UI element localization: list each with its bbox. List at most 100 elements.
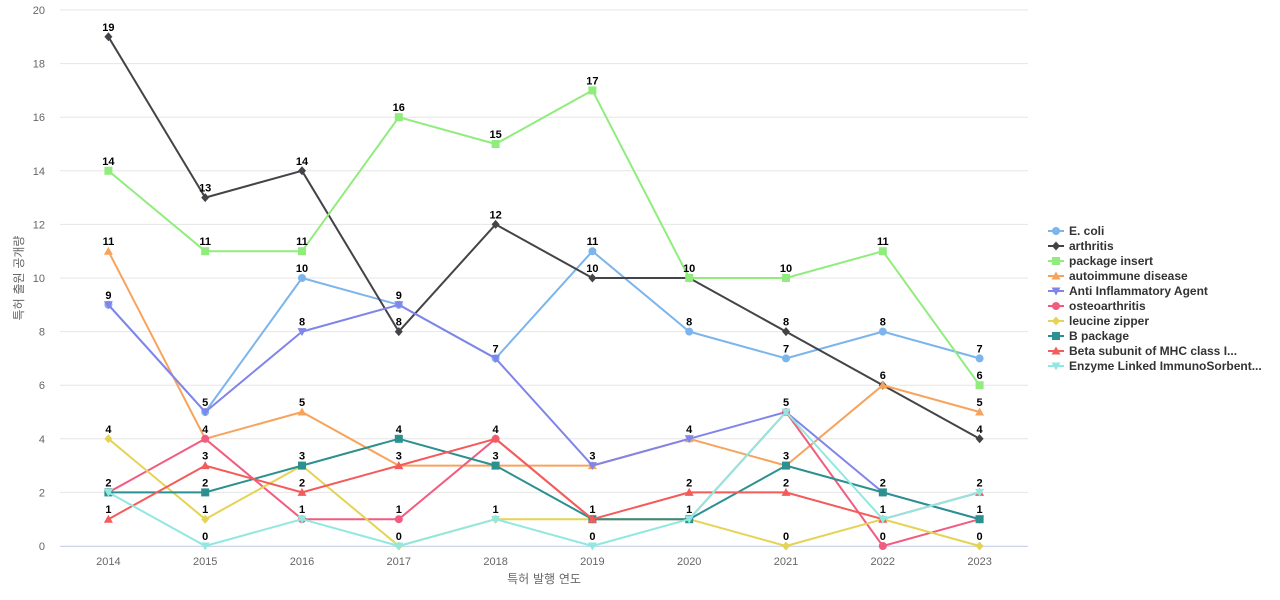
data-label: 0 [589,531,595,543]
series-line[interactable] [107,437,980,521]
x-tick-label: 2016 [290,556,314,568]
data-label: 1 [880,504,886,516]
series[interactable] [103,246,985,470]
data-point [491,219,500,229]
legend-item[interactable]: Beta subunit of MHC class I... [1048,344,1237,358]
data-label: 8 [880,317,886,329]
data-point [588,273,597,283]
data-label: 1 [977,504,983,516]
y-tick-label: 14 [33,166,45,178]
legend-item[interactable]: arthritis [1048,239,1114,253]
y-tick-label: 4 [39,434,45,446]
data-label: 2 [880,477,886,489]
legend-item[interactable]: B package [1048,329,1129,343]
legend-marker [1052,302,1060,310]
x-tick-label: 2020 [677,556,701,568]
y-axis-title: 특허 출원 공개량 [12,236,26,321]
legend-item[interactable]: Anti Inflammatory Agent [1048,284,1208,298]
series-line[interactable] [107,89,981,386]
data-label: 2 [202,477,208,489]
y-tick-label: 8 [39,327,45,339]
data-label: 6 [880,370,886,382]
data-point [394,515,403,524]
legend-label: Anti Inflammatory Agent [1069,284,1208,298]
data-label: 0 [783,531,789,543]
x-tick-label: 2022 [871,556,895,568]
data-label: 5 [977,397,983,409]
data-point [782,327,790,337]
data-label: 8 [783,317,789,329]
series-line[interactable] [107,438,980,547]
data-label: 15 [489,129,501,141]
legend-item[interactable]: osteoarthritis [1048,299,1146,313]
series[interactable] [103,434,985,523]
legend-label: B package [1069,329,1129,343]
legend-label: autoimmune disease [1069,269,1188,283]
data-point [201,488,210,497]
y-tick-label: 0 [39,541,45,553]
data-label: 6 [977,370,983,382]
data-point [297,487,307,496]
data-label: 10 [586,263,598,275]
axes: 특허 발행 연도 특허 출원 공개량 024681012141618202014… [12,5,1028,586]
data-point [297,407,307,416]
series-line[interactable] [107,36,981,440]
series[interactable] [104,86,984,390]
data-point [975,541,984,551]
legend-marker [1052,227,1060,235]
data-label: 1 [299,504,305,516]
x-tick-label: 2021 [774,556,798,568]
data-label: 3 [783,451,789,463]
data-point [394,542,404,551]
series-lines [103,32,985,551]
data-point [878,247,887,256]
data-label: 9 [105,290,111,302]
data-point [975,434,984,444]
legend-marker [1052,241,1060,251]
legend-item[interactable]: leucine zipper [1048,314,1149,328]
data-point [782,461,790,470]
y-tick-label: 16 [33,112,45,124]
series-line[interactable] [107,303,980,521]
data-point [781,408,791,417]
data-point [587,514,597,523]
series[interactable] [103,301,985,524]
data-label: 11 [877,236,889,248]
data-label: 1 [589,504,595,516]
data-label: 7 [493,343,499,355]
data-point [104,166,113,175]
legend-marker [1051,287,1061,296]
x-tick-label: 2014 [96,556,120,568]
data-label: 1 [202,504,208,516]
data-label: 2 [783,477,789,489]
legend-marker [1052,316,1060,326]
legend-item[interactable]: Enzyme Linked ImmunoSorbent... [1048,359,1262,373]
legend-label: Beta subunit of MHC class I... [1069,344,1237,358]
data-point [201,514,210,524]
series-line[interactable] [107,411,980,547]
legend-item[interactable]: package insert [1048,254,1153,268]
data-label: 2 [299,477,305,489]
data-point [200,408,210,417]
legend-marker [1052,332,1060,340]
data-label: 3 [396,451,402,463]
data-label: 0 [202,531,208,543]
data-label: 4 [202,424,209,436]
data-point [975,488,985,497]
data-point [975,381,984,390]
series-line[interactable] [107,250,980,467]
series-line[interactable] [107,250,980,413]
series[interactable] [104,32,984,444]
y-tick-label: 18 [33,59,45,71]
legend-marker [1051,346,1061,355]
data-point [878,515,888,524]
legend-item[interactable]: E. coli [1048,224,1104,238]
legend-item[interactable]: autoimmune disease [1048,269,1188,283]
series[interactable] [103,408,985,551]
x-tick-label: 2015 [193,556,217,568]
data-point [297,328,307,337]
data-label: 19 [102,22,114,34]
y-tick-label: 6 [39,380,45,392]
data-label: 8 [299,317,305,329]
